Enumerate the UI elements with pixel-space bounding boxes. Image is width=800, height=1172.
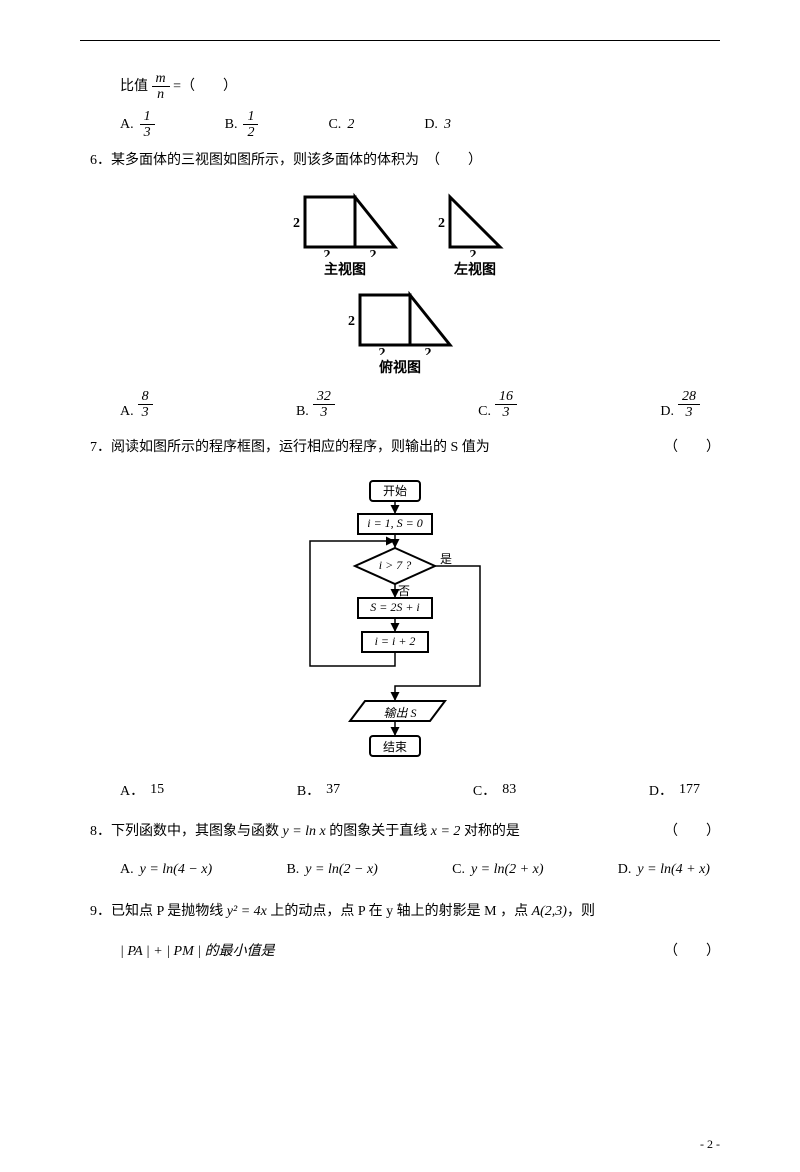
top-view: 2 2 2 俯视图 bbox=[340, 285, 460, 377]
opt-d: D. 3 bbox=[424, 117, 451, 133]
q8-opt-b: B.y = ln(2 − x) bbox=[286, 862, 377, 878]
top-rule bbox=[80, 40, 720, 41]
q8-opt-c: C.y = ln(2 + x) bbox=[452, 862, 543, 878]
left-view-svg: 2 2 bbox=[435, 187, 515, 257]
q7-opt-d: D．177 bbox=[649, 780, 700, 800]
q6-opt-d: D. 283 bbox=[660, 389, 700, 421]
svg-text:2: 2 bbox=[425, 346, 432, 355]
q7-opts: A．15 B．37 C．83 D．177 bbox=[120, 780, 720, 800]
q-partial-post: =（ ） bbox=[173, 79, 237, 94]
q7-opt-c: C．83 bbox=[473, 780, 516, 800]
q-partial-line: 比值 m n =（ ） bbox=[120, 71, 720, 103]
q9-line1: 9．已知点 P 是抛物线 y² = 4x 上的动点，点 P 在 y 轴上的射影是… bbox=[90, 898, 720, 926]
svg-text:2: 2 bbox=[379, 346, 386, 355]
opt-b: B. 12 bbox=[225, 109, 259, 141]
q7-opt-a: A．15 bbox=[120, 780, 164, 800]
page: 比值 m n =（ ） A. 13 B. 12 C. 2 D. 3 6．某多面体… bbox=[0, 0, 800, 1172]
q-partial-frac: m n bbox=[152, 71, 170, 103]
opt-c: C. 2 bbox=[328, 117, 354, 133]
q7-opt-b: B．37 bbox=[297, 780, 340, 800]
main-view-svg: 2 2 2 bbox=[285, 187, 405, 257]
svg-text:2: 2 bbox=[370, 248, 377, 257]
svg-text:2: 2 bbox=[348, 314, 355, 329]
q6-opts: A. 83 B. 323 C. 163 D. 283 bbox=[120, 389, 720, 421]
q8-line: 8．下列函数中，其图象与函数 y = ln x 的图象关于直线 x = 2 对称… bbox=[90, 818, 720, 846]
q6-opt-b: B. 323 bbox=[296, 389, 335, 421]
q7-flowchart bbox=[80, 476, 720, 766]
svg-text:2: 2 bbox=[293, 216, 300, 231]
q-partial-opts: A. 13 B. 12 C. 2 D. 3 bbox=[120, 109, 720, 141]
svg-text:2: 2 bbox=[470, 248, 477, 257]
q6-opt-a: A. 83 bbox=[120, 389, 153, 421]
q6-line: 6．某多面体的三视图如图所示，则该多面体的体积为 （ ） bbox=[90, 147, 720, 175]
q9-line2: | PA | + | PM | 的最小值是 （ ） bbox=[120, 938, 720, 966]
flowchart-svg bbox=[270, 476, 530, 766]
main-view: 2 2 2 主视图 bbox=[285, 187, 405, 279]
svg-text:2: 2 bbox=[438, 216, 445, 231]
q6-views-row1: 2 2 2 主视图 2 2 左视图 bbox=[80, 187, 720, 279]
q8-opt-d: D.y = ln(4 + x) bbox=[618, 862, 710, 878]
q7-line: 7．阅读如图所示的程序框图，运行相应的程序，则输出的 S 值为 （ ） bbox=[90, 434, 720, 462]
left-view: 2 2 左视图 bbox=[435, 187, 515, 279]
q6-opt-c: C. 163 bbox=[478, 389, 517, 421]
q8-opt-a: A.y = ln(4 − x) bbox=[120, 862, 212, 878]
svg-text:2: 2 bbox=[324, 248, 331, 257]
top-view-svg: 2 2 2 bbox=[340, 285, 460, 355]
q8-opts: A.y = ln(4 − x) B.y = ln(2 − x) C.y = ln… bbox=[120, 862, 720, 878]
opt-a: A. 13 bbox=[120, 109, 155, 141]
q-partial-pre: 比值 bbox=[120, 79, 152, 94]
q6-views-row2: 2 2 2 俯视图 bbox=[80, 285, 720, 377]
page-number: - 2 - bbox=[700, 1137, 720, 1152]
